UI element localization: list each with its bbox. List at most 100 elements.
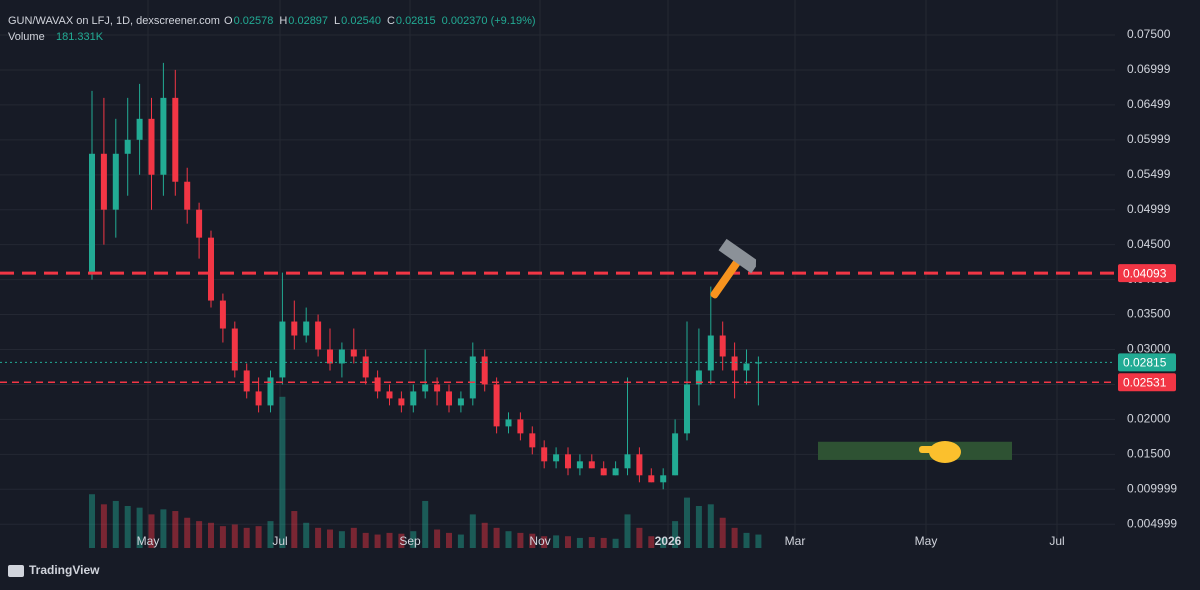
volume-bar [672, 521, 679, 548]
volume-value: 181.331K [56, 31, 104, 43]
candle-body [374, 377, 381, 392]
candle-body [684, 384, 690, 434]
footer: TradingView [8, 563, 100, 577]
target-zone [818, 441, 1012, 460]
candle-body [755, 362, 762, 364]
volume-bar [136, 507, 143, 548]
volume-bar [267, 521, 274, 548]
ohlc-value: 0.02540 [341, 15, 381, 27]
y-tick-label: 0.03500 [1127, 307, 1171, 321]
volume-bar [457, 534, 464, 548]
hand-icon [919, 441, 961, 463]
x-tick-label: Mar [785, 534, 806, 548]
hammer-icon [710, 238, 757, 299]
candle-body [219, 300, 226, 329]
ohlc-key: L [334, 15, 340, 27]
candle-body [481, 356, 488, 385]
volume-bar [529, 533, 536, 548]
candle-body [338, 349, 345, 364]
candle-body [112, 153, 119, 210]
candle-body [184, 181, 191, 210]
price-axis: 0.07500 0.06999 0.06499 0.05999 0.05499 0.049… [137, 27, 1178, 548]
volume-bar [553, 535, 560, 548]
y-tick-label: 0.06999 [1127, 62, 1171, 76]
volume-bar [386, 532, 393, 548]
volume-bar [350, 527, 357, 548]
candle-body [612, 468, 619, 476]
volume-bar [362, 532, 369, 548]
candle-body [386, 391, 393, 399]
volume-bar [684, 497, 690, 548]
candle-body [517, 419, 524, 434]
candle-body [743, 363, 750, 371]
x-tick-label: Sep [399, 534, 421, 548]
candle-body [208, 237, 214, 301]
volume-bar [469, 514, 476, 548]
volume-label: Volume [8, 31, 45, 43]
volume-bar [719, 517, 726, 548]
volume-bar [374, 534, 381, 548]
volume-bar [160, 509, 167, 548]
level-badge [1118, 264, 1176, 283]
candle-body [695, 370, 702, 385]
candle-body [660, 475, 667, 483]
volume-bar [446, 532, 452, 548]
candle-body [315, 321, 322, 350]
candle-body [529, 433, 536, 448]
x-tick-label: Nov [529, 534, 550, 548]
volume-bar [315, 527, 322, 548]
volume-bar [565, 536, 571, 548]
price-change: 0.002370 (+9.19%) [442, 15, 536, 27]
volume-bar [89, 494, 95, 548]
candle-body [576, 461, 583, 469]
candle-body [624, 454, 631, 469]
candle-body [648, 475, 655, 483]
y-tick-label: 0.05499 [1127, 167, 1171, 181]
volume-bar [184, 517, 191, 548]
y-tick-label: 0.05999 [1127, 132, 1171, 146]
header: GUN/WAVAX on LFJ, 1D, dexscreener.com Vo… [8, 15, 536, 43]
candle-body [196, 209, 203, 238]
y-tick-label: 0.04500 [1127, 237, 1171, 251]
x-tick-label: May [137, 534, 160, 548]
candle-body [493, 384, 500, 427]
candle-body [636, 454, 643, 476]
candle-body [565, 454, 571, 469]
volume-bar [588, 537, 595, 548]
candle-body [327, 349, 333, 364]
volume-bar [172, 511, 179, 548]
volume-bar [636, 527, 643, 548]
volume-bar [303, 522, 310, 548]
volume-bar [112, 500, 119, 548]
chart-title: GUN/WAVAX on LFJ, 1D, dexscreener.com [8, 15, 220, 27]
volume-bar [541, 536, 548, 548]
candle-body [398, 398, 405, 406]
volume-bar [291, 511, 298, 548]
candle-body [719, 335, 726, 357]
brand: TradingView [29, 563, 100, 577]
candle-body [541, 447, 548, 462]
volume-bar [731, 527, 738, 548]
ohlc-key: O [224, 15, 233, 27]
level-badge [1118, 353, 1176, 372]
candle-body [588, 461, 595, 469]
volume-bar [327, 529, 333, 548]
candle-body [350, 349, 357, 357]
candle-body [136, 118, 143, 140]
candle-body [100, 153, 107, 210]
volume-bar [660, 537, 667, 548]
level-label: 0.02815 [1123, 356, 1167, 370]
candle-body [362, 356, 369, 378]
candle-body [446, 391, 452, 406]
y-tick-label: 0.01500 [1127, 447, 1171, 461]
volume-bar [707, 504, 714, 548]
ohlc-key: H [279, 15, 287, 27]
volume-bar [600, 537, 607, 548]
volume-bar [576, 537, 583, 548]
y-tick-label: 0.02000 [1127, 412, 1171, 426]
volume-bar [338, 531, 345, 548]
volume-bar [517, 532, 524, 548]
volume-bar [743, 532, 750, 548]
